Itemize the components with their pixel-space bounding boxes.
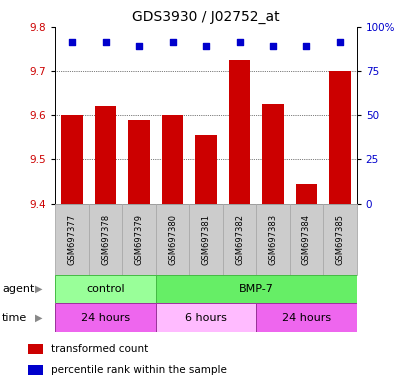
Text: ▶: ▶ <box>35 313 43 323</box>
Text: GSM697383: GSM697383 <box>268 214 277 265</box>
Bar <box>256 303 356 332</box>
Point <box>269 43 276 49</box>
Bar <box>55 204 89 275</box>
Bar <box>28 365 43 376</box>
Point <box>135 43 142 49</box>
Bar <box>155 303 256 332</box>
Text: 24 hours: 24 hours <box>281 313 330 323</box>
Bar <box>128 120 150 204</box>
Bar <box>161 115 183 204</box>
Bar <box>328 71 350 204</box>
Bar <box>94 106 116 204</box>
Text: GSM697384: GSM697384 <box>301 214 310 265</box>
Bar <box>55 275 155 303</box>
Text: transformed count: transformed count <box>51 344 148 354</box>
Title: GDS3930 / J02752_at: GDS3930 / J02752_at <box>132 10 279 25</box>
Point <box>102 39 109 45</box>
Bar <box>295 184 317 204</box>
Bar <box>28 344 43 354</box>
Text: percentile rank within the sample: percentile rank within the sample <box>51 365 226 375</box>
Text: GSM697378: GSM697378 <box>101 214 110 265</box>
Bar <box>89 204 122 275</box>
Text: time: time <box>2 313 27 323</box>
Bar <box>256 204 289 275</box>
Text: BMP-7: BMP-7 <box>238 284 273 294</box>
Bar <box>195 135 216 204</box>
Bar <box>155 204 189 275</box>
Text: GSM697382: GSM697382 <box>234 214 243 265</box>
Bar <box>261 104 283 204</box>
Point <box>302 43 309 49</box>
Text: 24 hours: 24 hours <box>81 313 130 323</box>
Text: GSM697381: GSM697381 <box>201 214 210 265</box>
Point <box>236 39 242 45</box>
Bar <box>61 115 83 204</box>
Text: GSM697379: GSM697379 <box>134 214 143 265</box>
Bar <box>222 204 256 275</box>
Text: GSM697380: GSM697380 <box>168 214 177 265</box>
Bar <box>228 60 250 204</box>
Text: 6 hours: 6 hours <box>184 313 227 323</box>
Point <box>169 39 175 45</box>
Bar <box>122 204 155 275</box>
Text: ▶: ▶ <box>35 284 43 294</box>
Text: control: control <box>86 284 125 294</box>
Text: GSM697377: GSM697377 <box>67 214 76 265</box>
Bar <box>289 204 322 275</box>
Bar <box>322 204 356 275</box>
Text: agent: agent <box>2 284 34 294</box>
Bar <box>155 275 356 303</box>
Point <box>69 39 75 45</box>
Bar <box>55 303 155 332</box>
Bar <box>189 204 222 275</box>
Point <box>336 39 342 45</box>
Point <box>202 43 209 49</box>
Text: GSM697385: GSM697385 <box>335 214 344 265</box>
